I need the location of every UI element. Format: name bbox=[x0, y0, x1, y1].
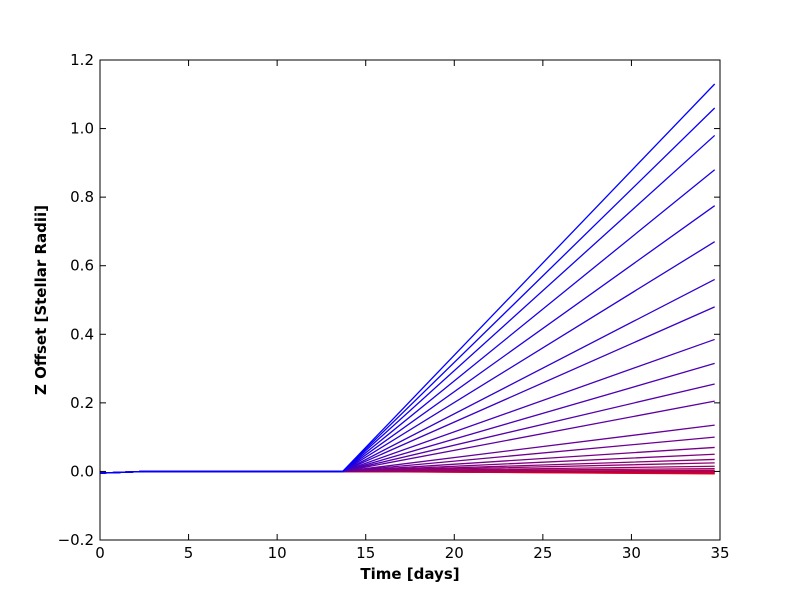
series-line-1 bbox=[99, 83, 716, 474]
y-tick-label: 0.6 bbox=[70, 257, 94, 275]
y-tick-label: 0.0 bbox=[70, 462, 94, 480]
series-line-4 bbox=[99, 169, 716, 474]
plot-frame bbox=[99, 59, 721, 541]
y-tick-label: −0.2 bbox=[58, 531, 94, 549]
x-tick-label: 15 bbox=[356, 544, 375, 562]
x-tick-label: 10 bbox=[268, 544, 287, 562]
y-tick-label: 0.8 bbox=[70, 188, 94, 206]
tick-layer: 0 5 10 15 20 25 30 35 −0.2 0.0 0.2 0.4 0.6 0.8 1.0 1.2 bbox=[58, 51, 730, 562]
y-axis-label: Z Offset [Stellar Radii] bbox=[32, 205, 50, 395]
x-tick-label: 5 bbox=[184, 544, 194, 562]
y-tick-label: 1.0 bbox=[70, 120, 94, 138]
series-line-7 bbox=[99, 278, 715, 474]
x-tick-label: 30 bbox=[622, 544, 641, 562]
series-line-3 bbox=[99, 134, 716, 474]
series-line-5 bbox=[99, 205, 716, 474]
y-tick-label: 0.4 bbox=[70, 325, 94, 343]
x-axis-label: Time [days] bbox=[360, 565, 459, 583]
x-tick-label: 35 bbox=[710, 544, 729, 562]
x-tick-label: 20 bbox=[445, 544, 464, 562]
y-tick-label: 1.2 bbox=[70, 51, 94, 69]
series-layer bbox=[99, 83, 716, 475]
x-tick-label: 25 bbox=[533, 544, 552, 562]
y-tick-label: 0.2 bbox=[70, 394, 94, 412]
x-tick-label: 0 bbox=[95, 544, 105, 562]
